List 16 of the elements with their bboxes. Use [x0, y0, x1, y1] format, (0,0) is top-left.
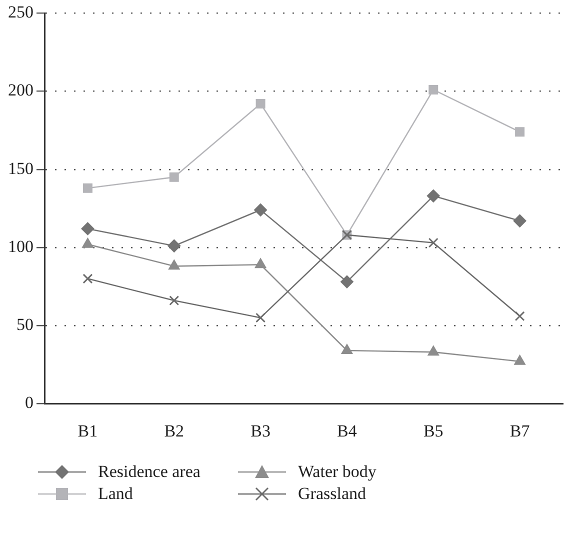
legend-label: Residence area: [98, 462, 200, 482]
y-tick-label: 150: [8, 158, 34, 178]
y-tick-label: 250: [8, 2, 34, 22]
x-tick-label: B4: [337, 421, 358, 440]
x-tick-label: B1: [78, 421, 98, 440]
legend-label: Water body: [298, 462, 376, 482]
x-tick-label: B3: [250, 421, 270, 440]
legend-label: Grassland: [298, 484, 366, 504]
x-tick-label: B2: [164, 421, 184, 440]
x-tick-label: B7: [510, 421, 530, 440]
y-tick-label: 50: [16, 314, 34, 334]
y-tick-label: 100: [8, 236, 34, 256]
legend-label: Land: [98, 484, 133, 504]
y-tick-label: 0: [25, 393, 34, 412]
y-tick-label: 200: [8, 80, 34, 100]
x-tick-label: B5: [423, 421, 444, 440]
